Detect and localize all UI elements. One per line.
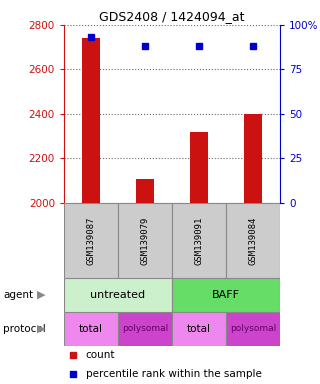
Text: ▶: ▶ — [37, 290, 45, 300]
Text: polysomal: polysomal — [122, 324, 168, 333]
Text: GSM139079: GSM139079 — [140, 217, 149, 265]
Bar — [118, 203, 172, 278]
Text: BAFF: BAFF — [212, 290, 240, 300]
Bar — [172, 278, 280, 312]
Text: GSM139087: GSM139087 — [86, 217, 95, 265]
Bar — [226, 203, 280, 278]
Bar — [118, 312, 172, 346]
Bar — [64, 278, 172, 312]
Bar — [64, 312, 118, 346]
Text: GSM139091: GSM139091 — [195, 217, 204, 265]
Text: count: count — [86, 350, 115, 360]
Bar — [172, 203, 226, 278]
Bar — [244, 114, 262, 203]
Bar — [172, 312, 226, 346]
Text: ▶: ▶ — [37, 324, 45, 334]
Bar — [226, 312, 280, 346]
Text: untreated: untreated — [91, 290, 146, 300]
Text: GSM139084: GSM139084 — [249, 217, 258, 265]
Bar — [64, 203, 118, 278]
Bar — [189, 132, 208, 203]
Text: protocol: protocol — [3, 324, 46, 334]
Text: percentile rank within the sample: percentile rank within the sample — [86, 369, 261, 379]
Text: total: total — [79, 324, 103, 334]
Title: GDS2408 / 1424094_at: GDS2408 / 1424094_at — [99, 10, 245, 23]
Bar — [82, 38, 100, 203]
Text: agent: agent — [3, 290, 33, 300]
Text: total: total — [187, 324, 211, 334]
Bar — [136, 179, 155, 203]
Text: polysomal: polysomal — [230, 324, 276, 333]
